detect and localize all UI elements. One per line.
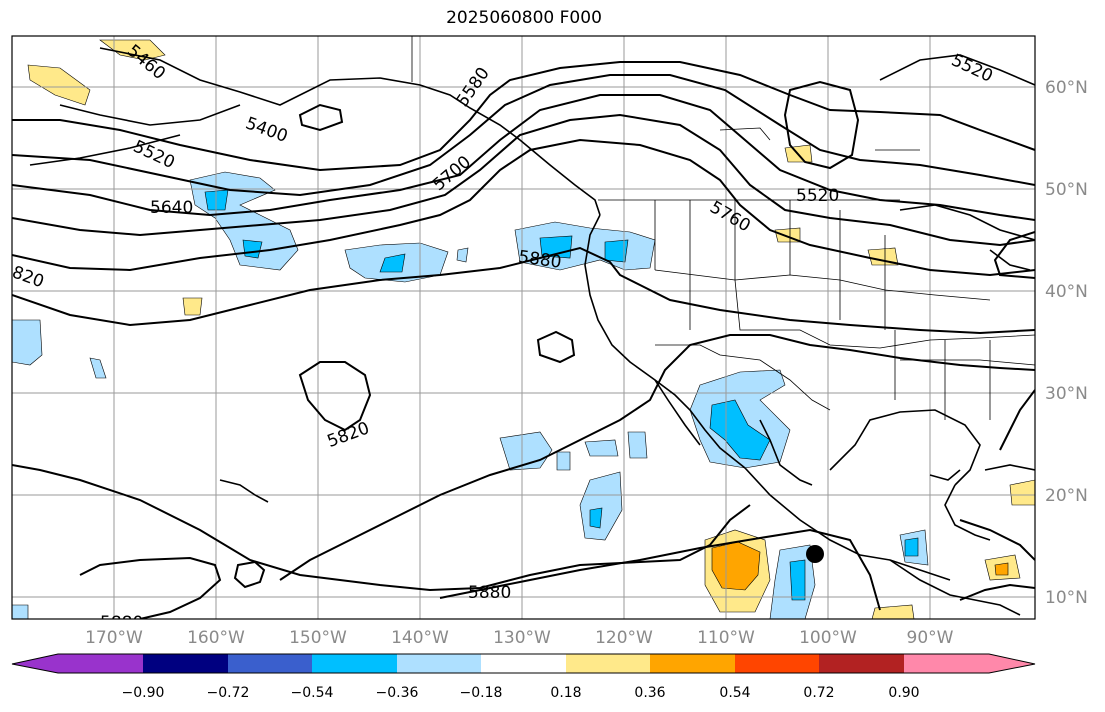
pos-anomaly-core xyxy=(994,562,1009,576)
lat-label: 60°N xyxy=(1045,78,1088,98)
lon-label: 150°W xyxy=(289,628,347,648)
colorbar-cell xyxy=(650,654,735,673)
lat-label: 20°N xyxy=(1045,486,1088,506)
lon-label: 160°W xyxy=(187,628,245,648)
colorbar-tick-label: 0.72 xyxy=(803,685,834,701)
contour-label: 5640 xyxy=(150,198,193,218)
neg-anomaly-core xyxy=(604,239,629,263)
neg-anomaly-core xyxy=(589,507,603,529)
colorbar-tick-label: −0.90 xyxy=(122,685,165,701)
shading-layer xyxy=(12,39,1035,619)
colorbar-cell xyxy=(481,654,566,673)
lon-label: 110°W xyxy=(697,628,755,648)
height-contours xyxy=(12,61,1035,619)
colorbar-tick-label: 0.90 xyxy=(888,685,919,701)
map-title: 2025060800 F000 xyxy=(446,8,602,28)
pos-anomaly-patch xyxy=(871,604,915,619)
lon-label: 170°W xyxy=(85,628,143,648)
colorbar-extend-min xyxy=(12,654,58,673)
neg-anomaly-patch xyxy=(556,451,571,471)
colorbar-cell xyxy=(312,654,397,673)
longitude-labels: 170°W 160°W 150°W 140°W 130°W 120°W 110°… xyxy=(85,628,954,648)
lon-label: 100°W xyxy=(799,628,857,648)
neg-anomaly-core xyxy=(379,253,406,273)
contour-label: 5880 xyxy=(468,583,511,603)
pos-anomaly-patch xyxy=(1009,479,1035,506)
coastlines xyxy=(29,47,1035,616)
lon-label: 120°W xyxy=(595,628,653,648)
lat-label: 50°N xyxy=(1045,180,1088,200)
colorbar-tick-label: −0.54 xyxy=(291,685,334,701)
neg-anomaly-core xyxy=(709,399,771,461)
neg-anomaly-patch xyxy=(456,247,469,263)
map-frame xyxy=(11,35,1036,620)
colorbar-cell xyxy=(143,654,228,673)
lon-label: 130°W xyxy=(493,628,551,648)
storm-center-marker xyxy=(806,545,824,563)
colorbar-cell xyxy=(904,654,989,673)
neg-anomaly-core xyxy=(789,559,806,601)
colorbar-tick-label: −0.72 xyxy=(207,685,250,701)
colorbar-cell xyxy=(819,654,904,673)
colorbar-cell xyxy=(397,654,481,673)
colorbar-tick-label: 0.36 xyxy=(634,685,665,701)
neg-anomaly-patch xyxy=(12,319,43,366)
lon-label: 140°W xyxy=(391,628,449,648)
latitude-labels: 60°N 50°N 40°N 30°N 20°N 10°N xyxy=(1045,78,1088,608)
colorbar-extend-max xyxy=(989,654,1035,673)
pos-anomaly-patch xyxy=(99,39,166,61)
pos-anomaly-patch xyxy=(867,247,899,266)
lat-label: 40°N xyxy=(1045,282,1088,302)
contour-label: 5880 xyxy=(100,613,143,633)
graticule xyxy=(12,36,1035,619)
colorbar-tick-label: −0.36 xyxy=(376,685,419,701)
contour-label: 5520 xyxy=(796,186,839,206)
colorbar-outline xyxy=(11,653,1036,674)
pos-anomaly-patch xyxy=(182,297,203,316)
colorbar-tick-label: 0.18 xyxy=(550,685,581,701)
neg-anomaly-core xyxy=(904,537,919,557)
pos-anomaly-patch xyxy=(27,64,91,106)
colorbar-cells xyxy=(12,654,1035,673)
lat-label: 30°N xyxy=(1045,384,1088,404)
colorbar-cell xyxy=(58,654,143,673)
lat-label: 10°N xyxy=(1045,588,1088,608)
neg-anomaly-patch xyxy=(89,357,107,379)
colorbar-cell xyxy=(228,654,312,673)
neg-anomaly-patch xyxy=(584,439,619,457)
colorbar-cell xyxy=(735,654,819,673)
neg-anomaly-patch xyxy=(12,604,29,619)
colorbar-tick-label: −0.18 xyxy=(460,685,503,701)
colorbar-cell xyxy=(566,654,650,673)
colorbar-tick-label: 0.54 xyxy=(719,685,750,701)
pos-anomaly-core xyxy=(711,541,761,591)
neg-anomaly-patch xyxy=(627,431,648,459)
colorbar: −0.90 −0.72 −0.54 −0.36 −0.18 0.18 0.36 … xyxy=(11,653,1036,701)
colorbar-ticks: −0.90 −0.72 −0.54 −0.36 −0.18 0.18 0.36 … xyxy=(122,685,920,701)
lon-label: 90°W xyxy=(907,628,954,648)
